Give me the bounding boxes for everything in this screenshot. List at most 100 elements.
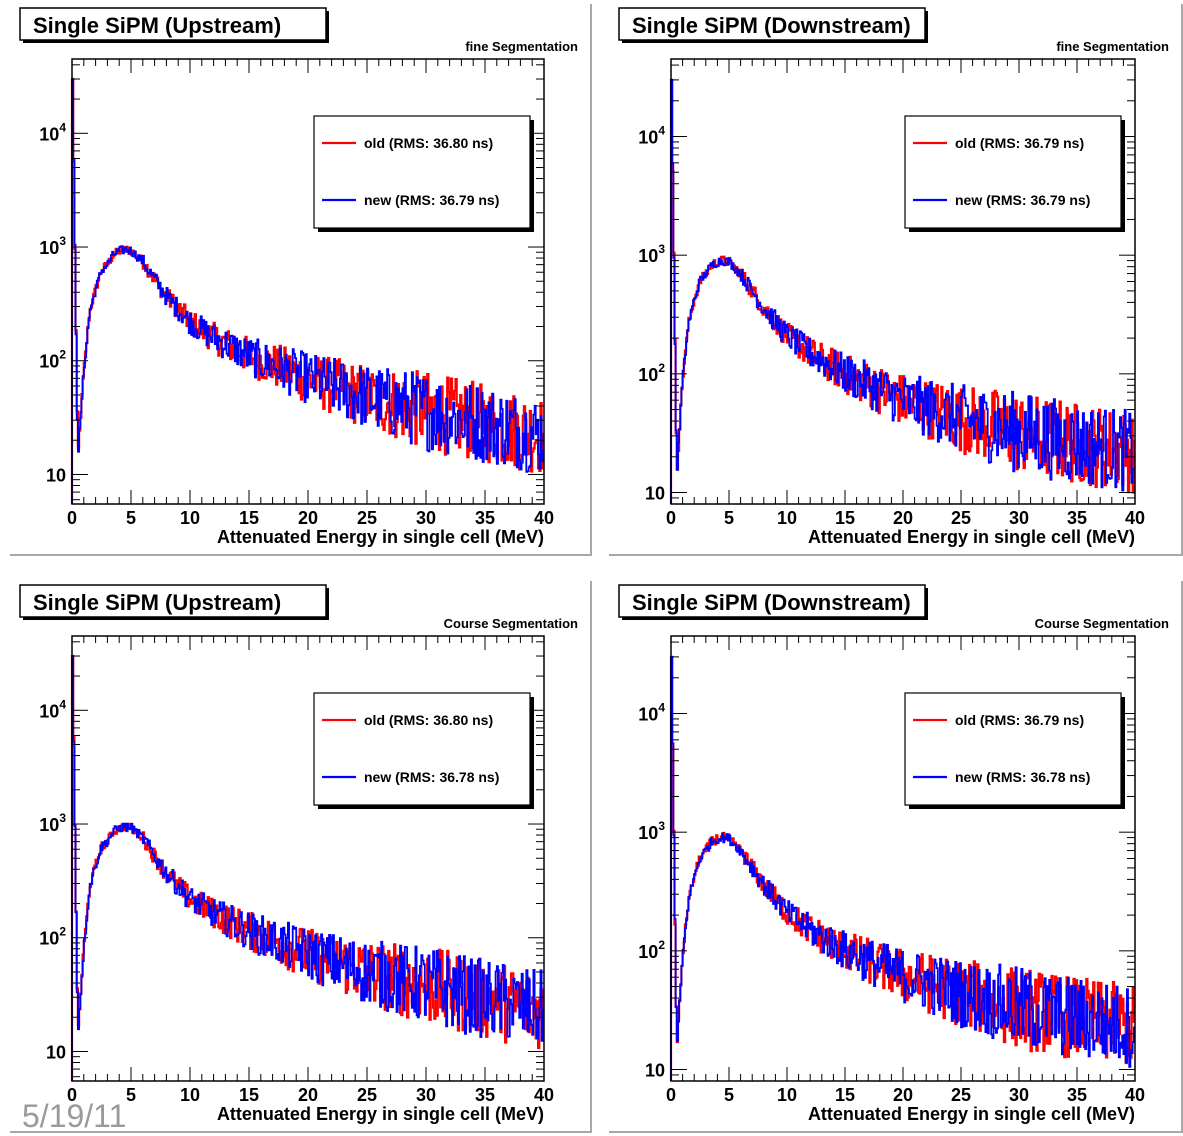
- x-tick-label: 5: [126, 1085, 136, 1105]
- legend-label: old (RMS: 36.79 ns): [955, 712, 1084, 728]
- x-tick-label: 0: [666, 1085, 676, 1105]
- y-tick-base: 10: [39, 929, 59, 949]
- y-tick-label: 103: [638, 819, 665, 843]
- x-tick-label: 35: [475, 1085, 495, 1105]
- chart-panel-bottom-right: Single SiPM (Downstream) Course Segmentat…: [609, 581, 1183, 1133]
- x-tick-label: 40: [534, 1085, 554, 1105]
- chart-subtitle: Course Segmentation: [444, 616, 578, 631]
- series-line-new: [670, 79, 1135, 504]
- y-tick-exponent: 2: [59, 348, 66, 362]
- x-tick-label: 30: [1009, 508, 1029, 528]
- y-tick-base: 10: [46, 465, 66, 485]
- chart-title: Single SiPM (Upstream): [33, 590, 281, 615]
- y-tick-label: 102: [39, 925, 66, 949]
- x-tick-label: 5: [724, 508, 734, 528]
- legend-box: [904, 115, 1122, 229]
- y-tick-base: 10: [638, 128, 658, 148]
- legend-box: [313, 692, 531, 806]
- y-tick-label: 102: [39, 348, 66, 372]
- x-tick-label: 0: [666, 508, 676, 528]
- title-box: [618, 7, 926, 41]
- y-tick-label: 103: [39, 811, 66, 835]
- chart-panel-top-right: Single SiPM (Downstream) fine Segmentatio…: [609, 4, 1183, 556]
- chart-title: Single SiPM (Downstream): [632, 590, 911, 615]
- y-tick-base: 10: [39, 124, 59, 144]
- y-tick-exponent: 3: [59, 234, 66, 248]
- y-tick-label: 102: [638, 361, 665, 385]
- x-axis-label: Attenuated Energy in single cell (MeV): [217, 1104, 544, 1124]
- y-tick-label: 104: [39, 120, 66, 144]
- y-tick-exponent: 2: [59, 925, 66, 939]
- x-tick-label: 20: [298, 508, 318, 528]
- legend-label: old (RMS: 36.80 ns): [364, 135, 493, 151]
- title-box: [19, 7, 327, 41]
- y-tick-label: 10: [645, 484, 665, 504]
- chart-title: Single SiPM (Downstream): [632, 13, 911, 38]
- x-axis-label: Attenuated Energy in single cell (MeV): [217, 527, 544, 547]
- y-tick-base: 10: [39, 701, 59, 721]
- chart-subtitle: fine Segmentation: [1056, 39, 1169, 54]
- y-tick-exponent: 4: [59, 697, 66, 711]
- chart-subtitle: Course Segmentation: [1035, 616, 1169, 631]
- x-tick-label: 40: [1125, 1085, 1145, 1105]
- chart-title: Single SiPM (Upstream): [33, 13, 281, 38]
- chart-svg: Single SiPM (Upstream) Course Segmentatio…: [19, 584, 578, 1124]
- y-tick-label: 104: [638, 124, 665, 148]
- x-tick-label: 35: [475, 508, 495, 528]
- y-tick-base: 10: [638, 942, 658, 962]
- y-tick-base: 10: [39, 238, 59, 258]
- x-tick-label: 15: [239, 1085, 259, 1105]
- x-axis-label: Attenuated Energy in single cell (MeV): [808, 1104, 1135, 1124]
- y-tick-base: 10: [645, 484, 665, 504]
- x-tick-label: 10: [777, 508, 797, 528]
- x-tick-label: 25: [357, 1085, 377, 1105]
- y-tick-label: 103: [39, 234, 66, 258]
- y-tick-base: 10: [46, 1042, 66, 1062]
- x-tick-label: 10: [180, 508, 200, 528]
- y-tick-exponent: 4: [658, 124, 665, 138]
- y-tick-label: 10: [46, 1042, 66, 1062]
- y-tick-exponent: 2: [658, 361, 665, 375]
- title-box: [618, 584, 926, 618]
- legend-label: new (RMS: 36.78 ns): [955, 769, 1090, 785]
- y-tick-base: 10: [39, 815, 59, 835]
- y-tick-label: 104: [39, 697, 66, 721]
- legend-label: new (RMS: 36.79 ns): [955, 192, 1090, 208]
- y-tick-base: 10: [638, 705, 658, 725]
- y-tick-exponent: 3: [59, 811, 66, 825]
- legend-box: [904, 692, 1122, 806]
- y-tick-label: 103: [638, 242, 665, 266]
- x-tick-label: 40: [1125, 508, 1145, 528]
- legend-label: old (RMS: 36.79 ns): [955, 135, 1084, 151]
- x-tick-label: 25: [951, 508, 971, 528]
- x-tick-label: 30: [416, 1085, 436, 1105]
- x-tick-label: 35: [1067, 508, 1087, 528]
- y-tick-label: 10: [645, 1061, 665, 1081]
- title-box: [19, 584, 327, 618]
- y-tick-exponent: 4: [59, 120, 66, 134]
- x-tick-label: 5: [126, 508, 136, 528]
- chart-subtitle: fine Segmentation: [465, 39, 578, 54]
- x-tick-label: 15: [239, 508, 259, 528]
- y-tick-label: 104: [638, 701, 665, 725]
- series-line-old: [70, 77, 544, 504]
- chart-panel-bottom-left: Single SiPM (Upstream) Course Segmentatio…: [10, 581, 592, 1133]
- legend-label: old (RMS: 36.80 ns): [364, 712, 493, 728]
- x-tick-label: 10: [180, 1085, 200, 1105]
- y-tick-label: 10: [46, 465, 66, 485]
- x-tick-label: 40: [534, 508, 554, 528]
- y-tick-exponent: 2: [658, 938, 665, 952]
- x-tick-label: 30: [1009, 1085, 1029, 1105]
- y-tick-base: 10: [645, 1061, 665, 1081]
- chart-svg: Single SiPM (Downstream) Course Segmentat…: [618, 584, 1169, 1124]
- x-tick-label: 15: [835, 508, 855, 528]
- x-tick-label: 15: [835, 1085, 855, 1105]
- y-tick-exponent: 3: [658, 819, 665, 833]
- x-tick-label: 20: [298, 1085, 318, 1105]
- x-tick-label: 5: [724, 1085, 734, 1105]
- chart-svg: Single SiPM (Upstream) fine Segmentation 0…: [19, 7, 578, 547]
- x-tick-label: 25: [357, 508, 377, 528]
- footer-date: 5/19/11: [22, 1098, 127, 1134]
- series-line-new: [71, 655, 544, 1081]
- x-tick-label: 35: [1067, 1085, 1087, 1105]
